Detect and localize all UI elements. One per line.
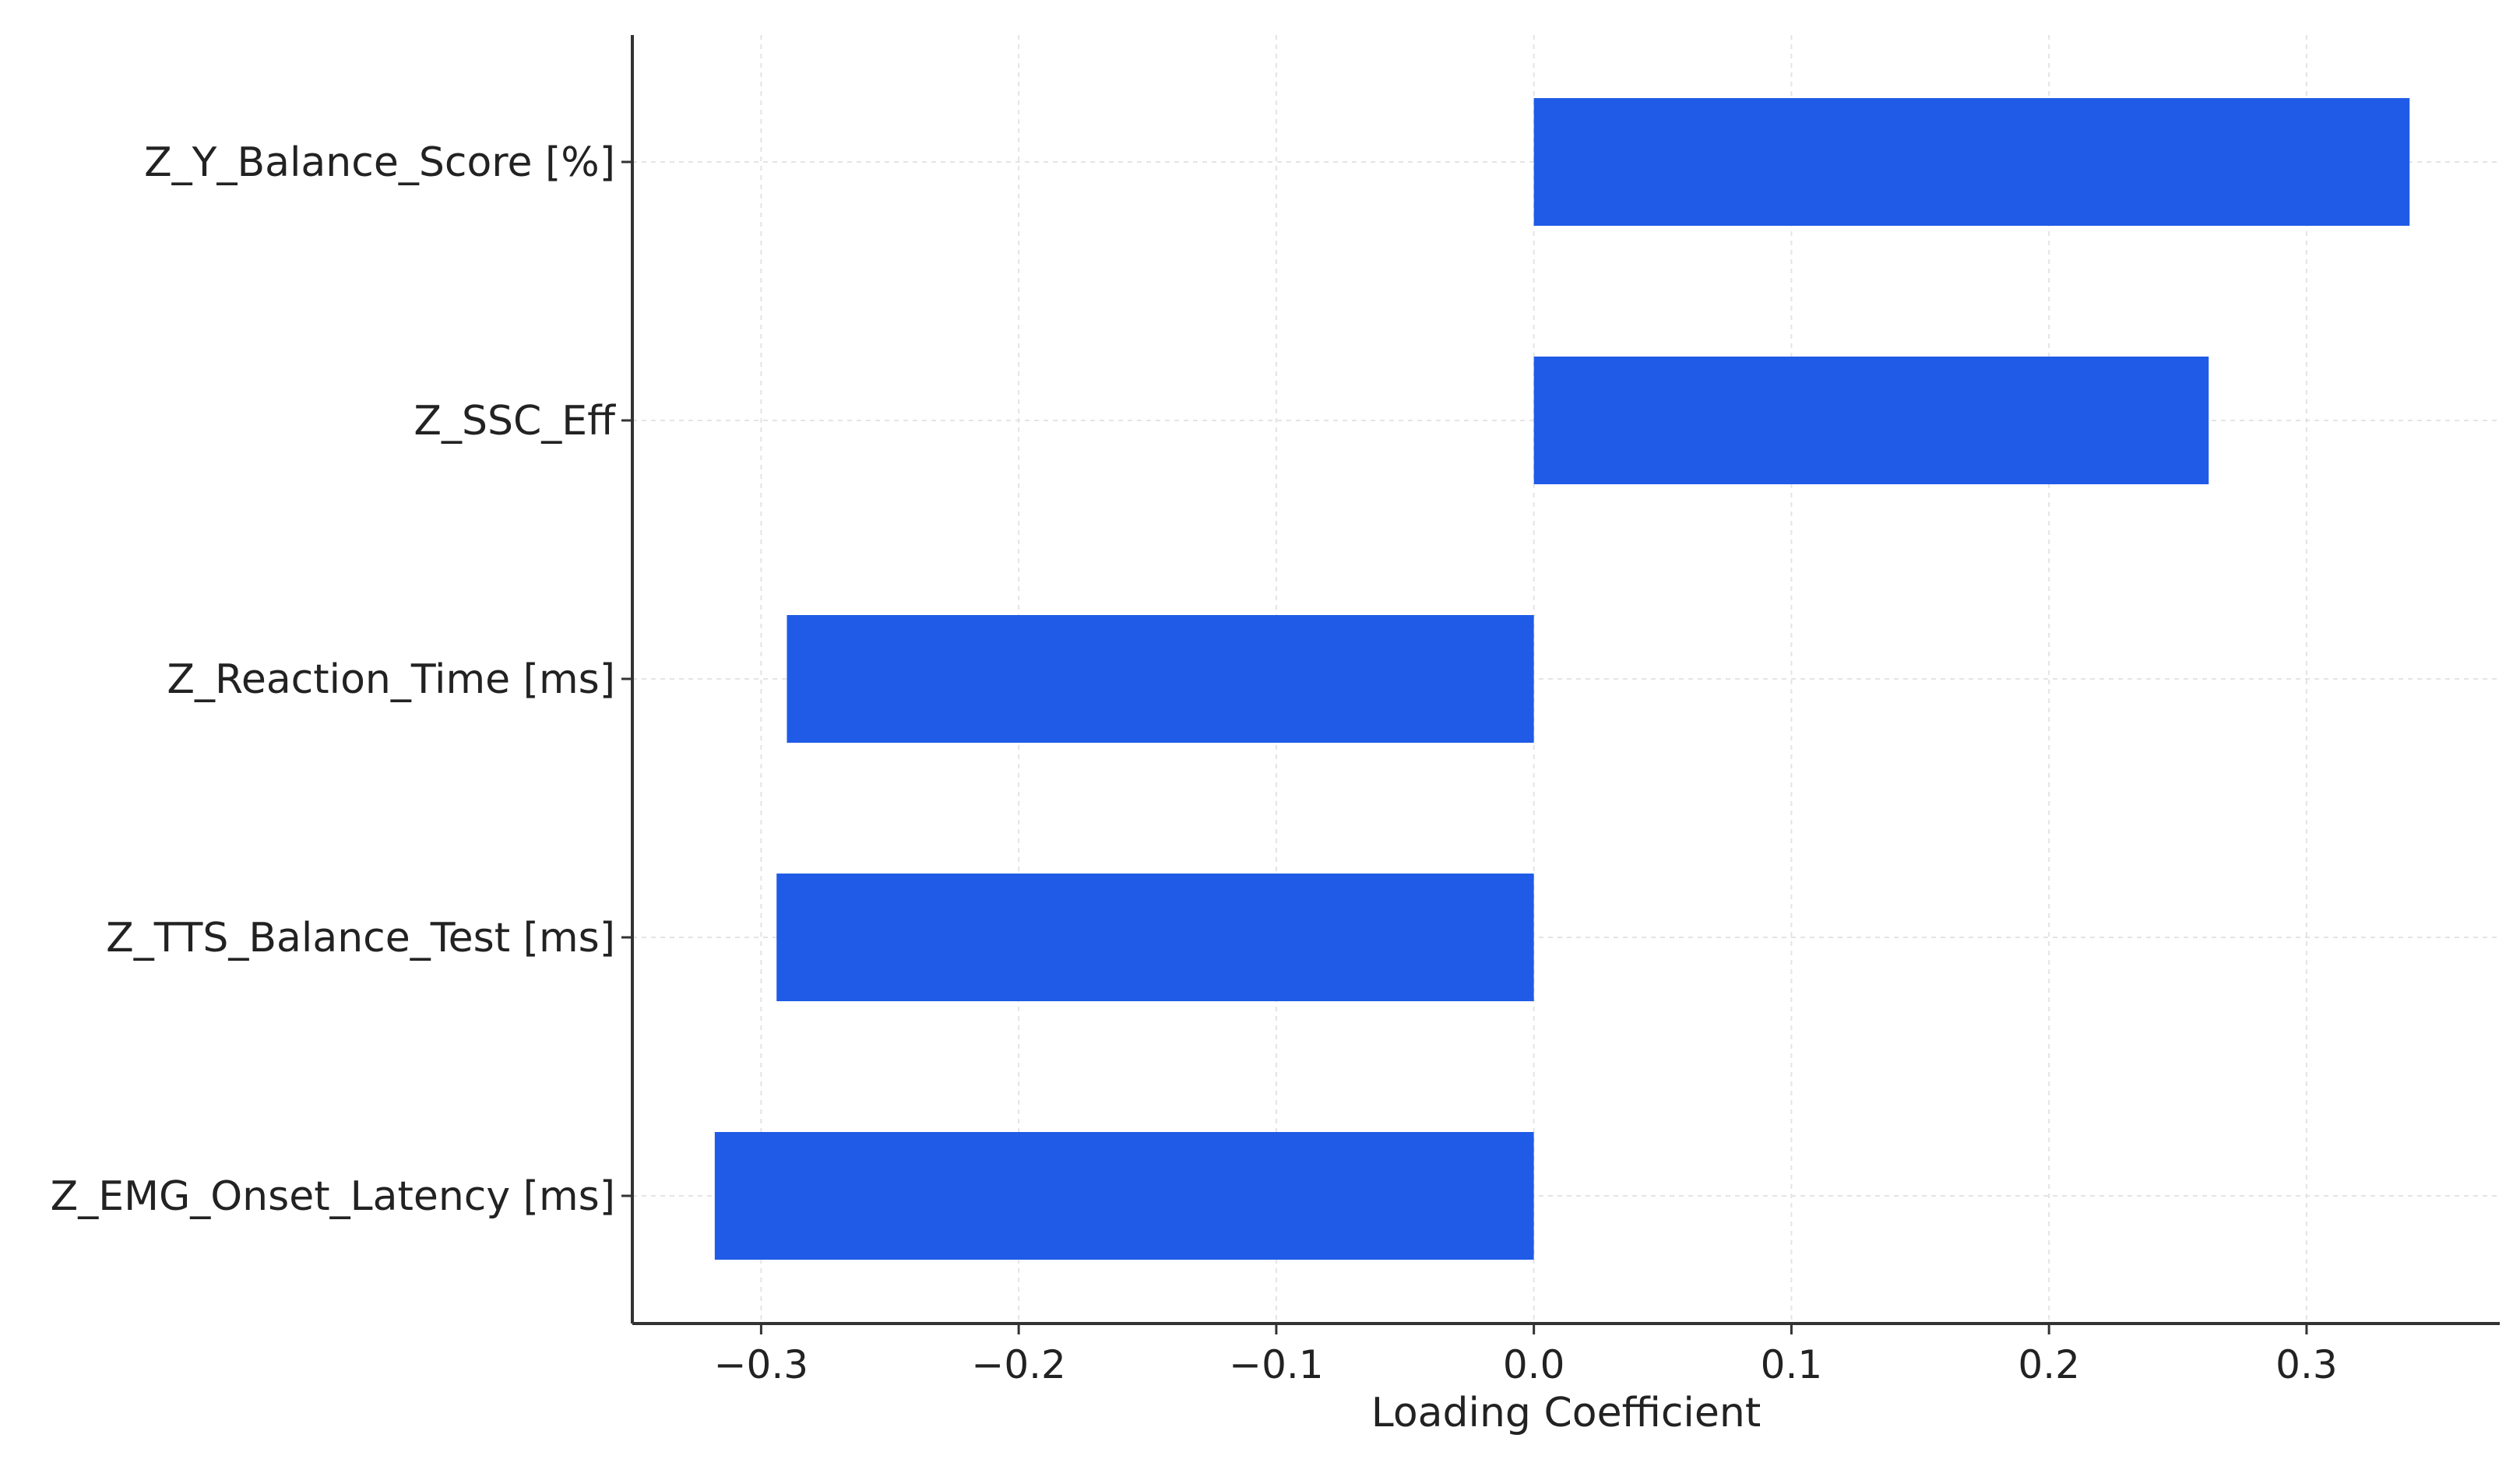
x-tick-label: −0.1 xyxy=(1229,1342,1323,1387)
bar xyxy=(714,1132,1534,1260)
bar xyxy=(1533,98,2410,226)
y-tick-label: Z_SSC_Eff xyxy=(414,398,616,445)
x-tick-label: 0.1 xyxy=(1761,1342,1823,1387)
x-tick-label: −0.3 xyxy=(714,1342,808,1387)
x-tick-label: 0.3 xyxy=(2275,1342,2338,1387)
x-tick-label: 0.2 xyxy=(2018,1342,2080,1387)
y-tick-label: Z_Reaction_Time [ms] xyxy=(167,656,615,703)
bar xyxy=(776,874,1534,1001)
y-tick-label: Z_Y_Balance_Score [%] xyxy=(144,139,615,186)
x-ticks: −0.3 −0.2 −0.1 0.0 0.1 0.2 0.3 xyxy=(714,1324,2338,1387)
x-axis-title: Loading Coefficient xyxy=(1371,1390,1761,1436)
y-ticks: Z_Y_Balance_Score [%] Z_SSC_Eff Z_Reaction… xyxy=(51,139,632,1220)
bar xyxy=(1533,357,2209,484)
x-tick-label: −0.2 xyxy=(971,1342,1065,1387)
x-tick-label: 0.0 xyxy=(1503,1342,1565,1387)
bars xyxy=(714,98,2410,1260)
bar xyxy=(787,615,1534,743)
y-tick-label: Z_EMG_Onset_Latency [ms] xyxy=(51,1173,615,1220)
y-tick-label: Z_TTS_Balance_Test [ms] xyxy=(106,915,615,962)
